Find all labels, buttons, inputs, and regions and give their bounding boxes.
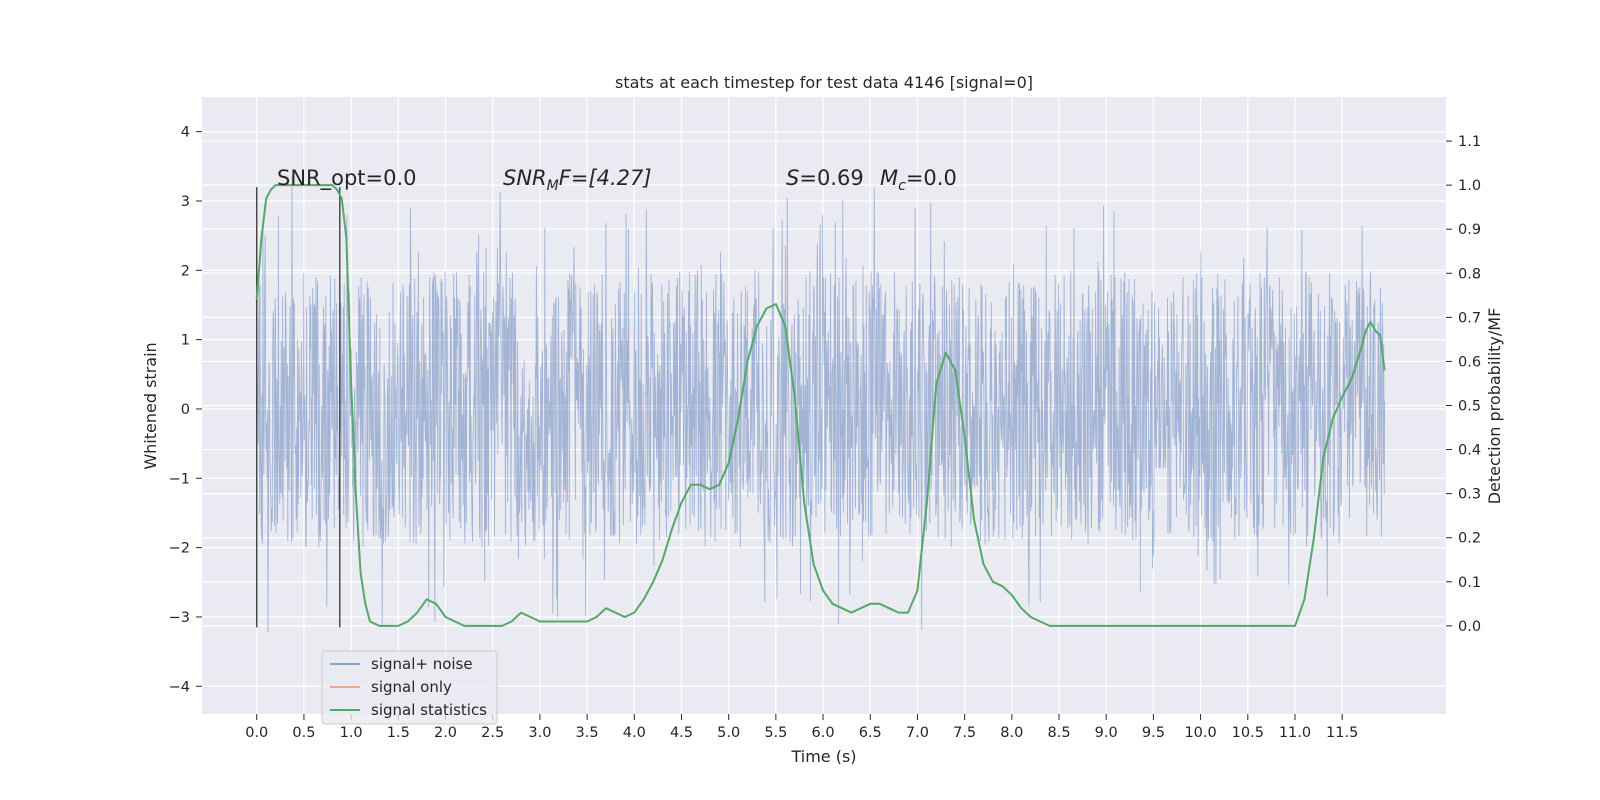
legend-label-signal-statistics: signal statistics	[371, 701, 487, 719]
x-tick-label-19: 9.5	[1142, 725, 1165, 741]
x-tick-label-14: 7.0	[906, 725, 929, 741]
x-tick-label-12: 6.0	[812, 725, 835, 741]
y-right-tick-label-2: 0.2	[1458, 531, 1481, 547]
x-axis-ticks: 0.0 0.5 1.0 1.5 2.0 2.5 3.0 3.5 4.0 4.5 5.0 5.5 6.0 6…	[245, 714, 1358, 741]
y-right-tick-label-1: 0.1	[1458, 575, 1481, 591]
y-tick-label-0: −4	[169, 679, 190, 695]
series-signal-noise	[256, 175, 1386, 633]
y-axis-label: Whitened strain	[141, 342, 160, 469]
x-tick-label-9: 4.5	[670, 725, 693, 741]
x-tick-label-8: 4.0	[623, 725, 646, 741]
y-right-tick-label-3: 0.3	[1458, 487, 1481, 503]
legend-label-signal-noise: signal+ noise	[371, 655, 473, 673]
y-tick-label-2: −2	[169, 541, 190, 557]
x-tick-label-10: 5.0	[717, 725, 740, 741]
x-tick-label-17: 8.5	[1047, 725, 1070, 741]
x-tick-label-15: 7.5	[953, 725, 976, 741]
series-signal-statistics	[255, 184, 1386, 627]
y-right-tick-label-9: 0.9	[1458, 222, 1481, 238]
grid-lines	[202, 97, 1446, 714]
x-tick-label-1: 0.5	[292, 725, 315, 741]
line-signal-noise	[256, 175, 1386, 633]
x-tick-label-23: 11.5	[1326, 725, 1358, 741]
x-tick-label-21: 10.5	[1232, 725, 1264, 741]
y-tick-label-1: −3	[169, 610, 190, 626]
x-tick-label-11: 5.5	[764, 725, 787, 741]
x-tick-label-13: 6.5	[859, 725, 882, 741]
y-axis-ticks: −4 −3 −2 −1 0 1 2 3 4	[169, 125, 202, 695]
x-tick-label-22: 11.0	[1279, 725, 1311, 741]
y-tick-label-3: −1	[169, 471, 190, 487]
x-tick-label-2: 1.0	[340, 725, 363, 741]
y-right-tick-label-8: 0.8	[1458, 266, 1481, 282]
legend: signal+ noise signal only signal statist…	[321, 650, 498, 725]
x-tick-label-7: 3.5	[576, 725, 599, 741]
y-right-tick-label-11: 1.1	[1458, 134, 1481, 150]
x-tick-label-20: 10.0	[1184, 725, 1216, 741]
y-right-tick-label-6: 0.6	[1458, 354, 1481, 370]
y-tick-label-6: 2	[181, 263, 190, 279]
x-tick-label-18: 9.0	[1095, 725, 1118, 741]
line-signal-statistics	[255, 184, 1386, 627]
legend-label-signal-only: signal only	[371, 678, 452, 696]
y-tick-label-8: 4	[181, 125, 190, 141]
x-tick-label-6: 3.0	[528, 725, 551, 741]
y-right-tick-label-7: 0.7	[1458, 310, 1481, 326]
annotation-snr-mf: SNRMF=[4.27]	[503, 166, 652, 194]
legend-box	[321, 650, 498, 725]
y-right-axis-ticks: 0.0 0.1 0.2 0.3 0.4 0.5 0.6 0.7 0.8 0.9 1.0 1.1	[1446, 134, 1481, 635]
window-markers	[256, 187, 341, 628]
y-right-tick-label-5: 0.5	[1458, 399, 1481, 415]
x-tick-label-5: 2.5	[481, 725, 504, 741]
chart-title: stats at each timestep for test data 414…	[615, 73, 1033, 92]
y-right-axis-label: Detection probability/MF	[1485, 308, 1504, 505]
y-tick-label-7: 3	[181, 194, 190, 210]
y-right-tick-label-4: 0.4	[1458, 443, 1481, 459]
x-tick-label-0: 0.0	[245, 725, 268, 741]
annotation-snr-opt: SNR_opt=0.0	[277, 166, 417, 191]
annotations: SNR_opt=0.0 SNRMF=[4.27] S=0.69 Mc=0.0	[277, 166, 957, 194]
x-tick-label-4: 2.0	[434, 725, 457, 741]
y-tick-label-4: 0	[181, 402, 190, 418]
annotation-s: S=0.69	[786, 166, 864, 190]
y-right-tick-label-0: 0.0	[1458, 619, 1481, 635]
x-tick-label-16: 8.0	[1000, 725, 1023, 741]
x-axis-label: Time (s)	[790, 747, 856, 766]
y-right-tick-label-10: 1.0	[1458, 178, 1481, 194]
y-tick-label-5: 1	[181, 333, 190, 349]
x-tick-label-3: 1.5	[387, 725, 410, 741]
annotation-mc: Mc=0.0	[880, 166, 957, 194]
